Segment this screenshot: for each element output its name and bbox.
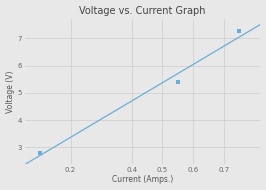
Point <box>237 30 241 33</box>
Point <box>38 151 42 154</box>
Point <box>176 80 180 83</box>
Y-axis label: Voltage (V): Voltage (V) <box>6 70 15 113</box>
Title: Voltage vs. Current Graph: Voltage vs. Current Graph <box>79 6 206 16</box>
X-axis label: Current (Amps.): Current (Amps.) <box>112 175 173 184</box>
